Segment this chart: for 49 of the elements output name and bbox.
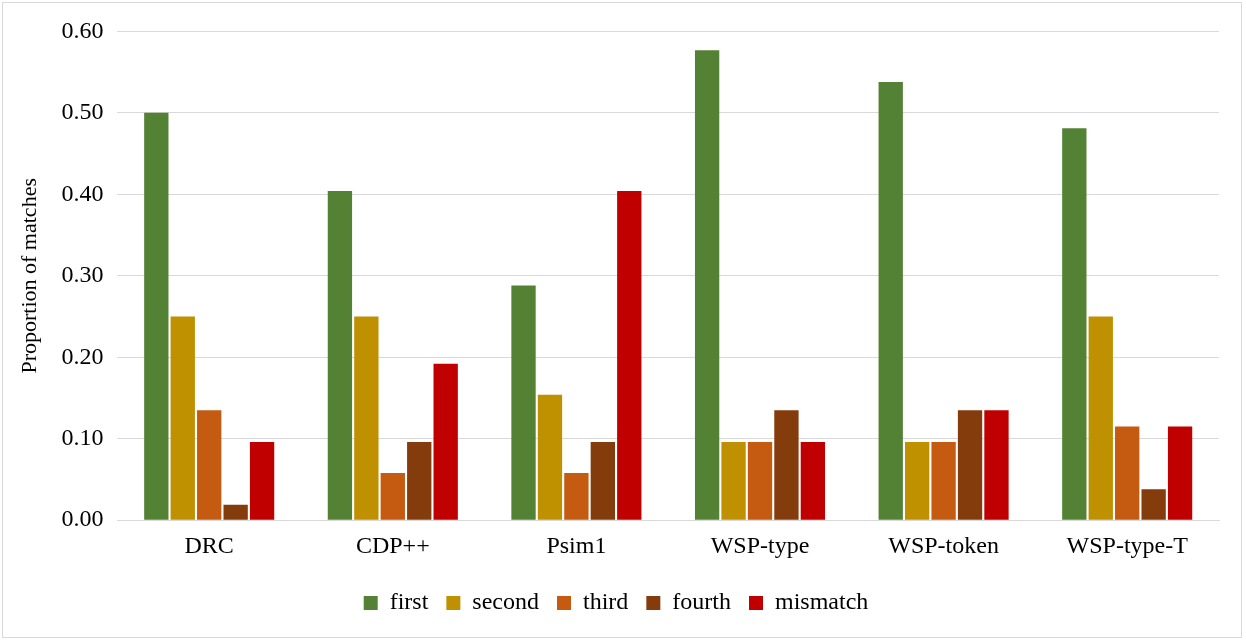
- y-tick-label: 0.40: [61, 179, 104, 206]
- x-tick-label: CDP++: [355, 531, 430, 558]
- bar: [1167, 426, 1193, 520]
- legend-label: third: [583, 588, 629, 615]
- bar: [1088, 316, 1113, 520]
- legend-label: mismatch: [774, 588, 869, 615]
- bar: [747, 441, 773, 520]
- bar: [1141, 489, 1166, 520]
- y-tick-label: 0.00: [61, 505, 104, 532]
- bar: [931, 441, 956, 520]
- legend-label: second: [472, 588, 540, 615]
- bar: [564, 472, 589, 520]
- bar: [327, 191, 353, 520]
- bar: [878, 81, 903, 520]
- bar: [590, 441, 615, 520]
- x-tick-label: DRC: [184, 531, 234, 558]
- y-tick-label: 0.20: [61, 342, 104, 369]
- bar: [223, 504, 248, 520]
- bar: [774, 410, 799, 520]
- bar: [433, 363, 458, 520]
- bar: [984, 410, 1009, 520]
- bar: [1115, 426, 1140, 520]
- bar: [511, 285, 536, 520]
- bar: [249, 441, 275, 520]
- y-tick-label: 0.10: [61, 424, 104, 451]
- y-axis-title: Proportion of matches: [15, 178, 41, 374]
- x-tick-label: WSP-token: [888, 531, 999, 558]
- bar: [354, 316, 379, 520]
- legend-label: first: [389, 588, 429, 615]
- bar: [380, 472, 405, 520]
- bar: [721, 441, 746, 520]
- x-tick-label: Psim1: [546, 531, 607, 558]
- x-tick-label: WSP-type: [710, 531, 810, 558]
- y-tick-label: 0.60: [61, 16, 104, 43]
- bar: [537, 394, 563, 520]
- x-tick-label: WSP-type-T: [1066, 531, 1189, 558]
- bar: [170, 316, 195, 520]
- bar: [407, 441, 432, 520]
- bar: [144, 112, 169, 520]
- y-tick-label: 0.50: [61, 98, 104, 125]
- bar: [800, 441, 826, 520]
- bar: [694, 50, 720, 520]
- y-tick-label: 0.30: [61, 261, 104, 288]
- bar: [957, 410, 983, 520]
- bar: [1062, 128, 1087, 520]
- bar: [617, 191, 642, 520]
- legend-label: fourth: [672, 588, 731, 615]
- bar: [197, 410, 222, 520]
- bar: [905, 441, 930, 520]
